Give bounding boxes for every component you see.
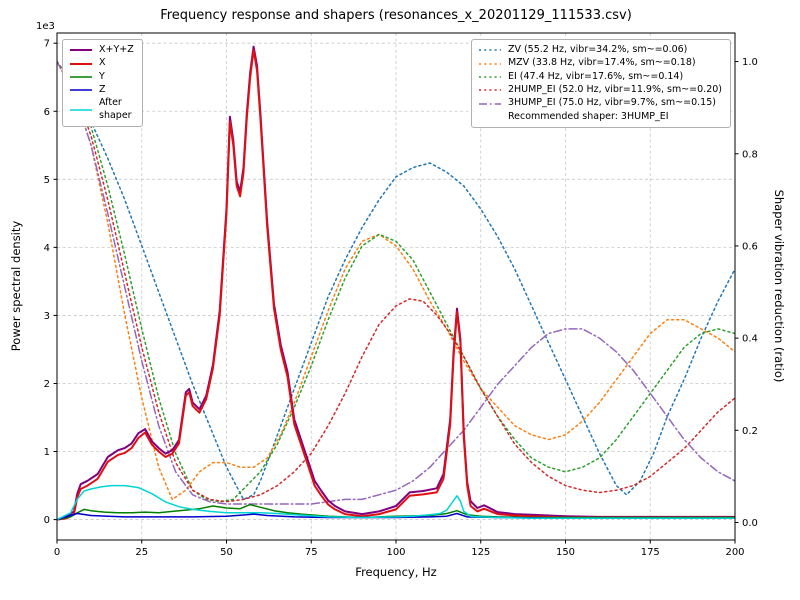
legend-item: Recommended shaper: 3HUMP_EI bbox=[478, 111, 722, 123]
y-left-tick-label: 1 bbox=[44, 447, 50, 458]
legend-blank-sample bbox=[478, 111, 502, 123]
legend-line-sample bbox=[70, 62, 92, 65]
y-left-tick-label: 5 bbox=[44, 175, 50, 186]
series-line-x bbox=[57, 49, 735, 521]
x-axis-label: Frequency, Hz bbox=[355, 565, 437, 579]
legend-line-sample bbox=[70, 89, 92, 91]
legend-label: ZV (55.2 Hz, vibr=34.2%, sm~=0.06) bbox=[507, 44, 688, 55]
legend-line-sample bbox=[478, 89, 501, 91]
y-left-tick-label: 0 bbox=[44, 515, 50, 526]
x-tick-label: 0 bbox=[54, 547, 60, 558]
x-tick-label: 75 bbox=[305, 547, 318, 558]
legend-line-sample bbox=[478, 62, 501, 65]
tick-marks bbox=[53, 42, 739, 544]
x-tick-label: 175 bbox=[641, 547, 660, 558]
y-left-tick-label: 3 bbox=[44, 311, 50, 322]
legend-label: X+Y+Z bbox=[99, 44, 134, 55]
legend-label: After shaper bbox=[99, 97, 132, 121]
x-tick-label: 200 bbox=[725, 547, 744, 558]
legend-item: Z bbox=[69, 84, 134, 96]
x-tick-label: 125 bbox=[471, 547, 490, 558]
legend-line-sample bbox=[478, 49, 501, 51]
y-right-tick-label: 0.4 bbox=[742, 334, 758, 345]
x-tick-label: 50 bbox=[220, 547, 233, 558]
legend-psd: X+Y+Z X Y Z After shaper bbox=[62, 39, 143, 128]
tick-labels: 0 25 50 75 100 125 150 175 200 0 1 2 3 4 5 6 7 0.0 0.2 0.4 0… bbox=[44, 39, 758, 558]
series-group bbox=[57, 45, 735, 521]
legend-line-sample bbox=[70, 108, 92, 111]
legend-item: ZV (55.2 Hz, vibr=34.2%, sm~=0.06) bbox=[478, 44, 722, 56]
legend-item: EI (47.4 Hz, vibr=17.6%, sm~=0.14) bbox=[478, 71, 722, 83]
y-axis-offset-text: 1e3 bbox=[36, 21, 55, 32]
y-axis-label-right: Shaper vibration reduction (ratio) bbox=[772, 189, 786, 383]
x-tick-label: 25 bbox=[135, 547, 148, 558]
series-line-3hump-ei bbox=[57, 60, 735, 505]
legend-label: Z bbox=[99, 84, 106, 96]
y-right-tick-label: 0.2 bbox=[742, 426, 758, 437]
series-line-z bbox=[57, 512, 735, 521]
chart-title: Frequency response and shapers (resonanc… bbox=[160, 8, 632, 23]
legend-item: After shaper bbox=[69, 97, 134, 122]
series-line-ei bbox=[57, 60, 735, 503]
legend-item: X+Y+Z bbox=[69, 44, 134, 56]
series-line-y bbox=[57, 503, 735, 521]
legend-label: MZV (33.8 Hz, vibr=17.4%, sm~=0.18) bbox=[507, 57, 696, 69]
legend-label: 2HUMP_EI (52.0 Hz, vibr=11.9%, sm~=0.20) bbox=[507, 84, 722, 96]
y-right-tick-label: 0.6 bbox=[742, 241, 758, 252]
legend-label: EI (47.4 Hz, vibr=17.6%, sm~=0.14) bbox=[507, 70, 684, 82]
y-right-tick-label: 1.0 bbox=[742, 57, 758, 68]
legend-item: 3HUMP_EI (75.0 Hz, vibr=9.7%, sm~=0.15) bbox=[478, 97, 722, 109]
x-tick-label: 150 bbox=[556, 547, 575, 558]
legend-label: Recommended shaper: 3HUMP_EI bbox=[507, 110, 669, 122]
y-left-tick-label: 4 bbox=[44, 243, 50, 254]
legend-label: 3HUMP_EI (75.0 Hz, vibr=9.7%, sm~=0.15) bbox=[507, 97, 716, 109]
legend-item: MZV (33.8 Hz, vibr=17.4%, sm~=0.18) bbox=[478, 57, 722, 69]
legend-shapers: ZV (55.2 Hz, vibr=34.2%, sm~=0.06) MZV (3… bbox=[470, 39, 731, 129]
legend-item: 2HUMP_EI (52.0 Hz, vibr=11.9%, sm~=0.20) bbox=[478, 84, 722, 96]
y-axis-label-left: Power spectral density bbox=[9, 220, 23, 352]
x-tick-label: 100 bbox=[386, 547, 405, 558]
legend-item: X bbox=[69, 57, 134, 69]
legend-line-sample bbox=[70, 49, 92, 52]
y-right-tick-label: 0.0 bbox=[742, 518, 758, 529]
legend-line-sample bbox=[70, 76, 92, 78]
legend-label: Y bbox=[99, 70, 105, 82]
legend-line-sample bbox=[478, 102, 501, 105]
legend-item: Y bbox=[69, 71, 134, 83]
y-right-tick-label: 0.8 bbox=[742, 149, 758, 160]
series-line-zv bbox=[57, 60, 735, 501]
y-left-tick-label: 7 bbox=[44, 39, 50, 50]
series-line-after-shaper bbox=[57, 484, 735, 521]
y-left-tick-label: 6 bbox=[44, 107, 50, 118]
legend-label: X bbox=[99, 57, 106, 69]
y-left-tick-label: 2 bbox=[44, 379, 50, 390]
legend-line-sample bbox=[478, 76, 501, 78]
